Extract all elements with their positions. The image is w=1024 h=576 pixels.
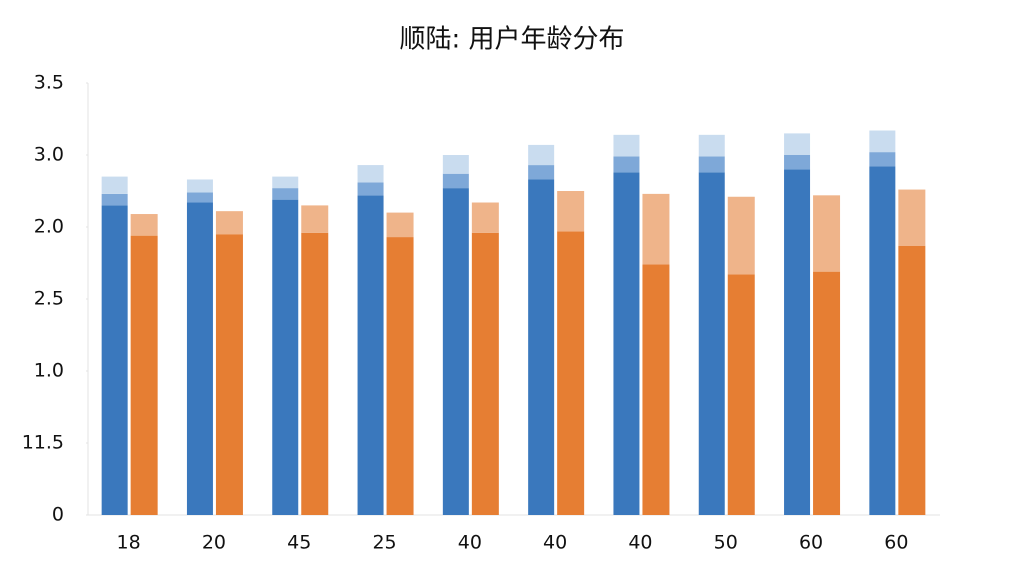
bar-segment xyxy=(528,179,555,516)
x-tick-label: 60 xyxy=(884,532,908,554)
x-tick-label: 60 xyxy=(799,532,823,554)
bar-segment xyxy=(698,156,725,173)
bar-segment xyxy=(557,231,585,515)
y-tick-label: 2.0 xyxy=(34,216,64,238)
y-tick-label: 11.5 xyxy=(22,432,64,454)
bar-segment xyxy=(130,235,158,515)
bar-segment xyxy=(272,199,299,515)
bar-segment xyxy=(869,152,896,167)
bar-segment xyxy=(557,191,585,232)
bar-segment xyxy=(727,196,755,275)
bar-segment xyxy=(642,264,670,515)
bar-segment xyxy=(186,179,213,193)
bar-segment xyxy=(301,205,329,233)
bar-segment xyxy=(727,274,755,515)
bar-segment xyxy=(898,189,926,246)
bar-segment xyxy=(357,195,384,515)
bar-segment xyxy=(357,165,384,183)
y-tick-label: 3.5 xyxy=(34,72,64,94)
x-tick-label: 20 xyxy=(202,532,226,554)
bar-segment xyxy=(869,166,896,515)
x-tick-label: 18 xyxy=(117,532,141,554)
x-tick-label: 50 xyxy=(714,532,738,554)
y-tick-label: 1.0 xyxy=(34,360,64,382)
bar-segment xyxy=(101,176,128,194)
bar-segment xyxy=(698,134,725,157)
bar-segment xyxy=(130,214,158,236)
bar-segment xyxy=(357,182,384,196)
bar-segment xyxy=(442,188,469,515)
bar-segment xyxy=(698,172,725,515)
bar-segment xyxy=(471,232,499,515)
bar-segment xyxy=(272,176,299,189)
bar-segment xyxy=(215,211,243,235)
x-tick-label: 45 xyxy=(287,532,311,554)
y-tick-label: 3.0 xyxy=(34,144,64,166)
chart-title: 顺陆: 用户年龄分布 xyxy=(399,25,624,55)
x-tick-label: 40 xyxy=(543,532,567,554)
y-tick-label: 2.5 xyxy=(34,288,64,310)
bar-segment xyxy=(386,237,414,515)
bar-segment xyxy=(784,133,811,155)
bar-segment xyxy=(272,188,299,200)
bar-segment xyxy=(784,155,811,170)
bar-segment xyxy=(386,212,414,238)
bar-segment xyxy=(898,245,926,515)
x-tick-label: 25 xyxy=(372,532,396,554)
bar-segment xyxy=(215,234,243,515)
bar-segment xyxy=(528,165,555,180)
bar-segment xyxy=(442,155,469,174)
bar-segment xyxy=(784,169,811,515)
bar-segment xyxy=(101,205,128,515)
x-tick-label: 40 xyxy=(458,532,482,554)
y-tick-label: 0 xyxy=(52,504,64,526)
bar-segment xyxy=(528,144,555,166)
bar-segment xyxy=(613,156,640,173)
bar-segment xyxy=(613,172,640,515)
bar-segment xyxy=(813,271,841,515)
bar-segment xyxy=(642,193,670,265)
bar-segment xyxy=(613,134,640,157)
bar-segment xyxy=(301,232,329,515)
bar-segment xyxy=(101,193,128,206)
x-tick-label: 40 xyxy=(628,532,652,554)
bar-segment xyxy=(186,202,213,515)
bar-segment xyxy=(186,192,213,203)
bar-segment xyxy=(869,130,896,153)
bar-segment xyxy=(813,195,841,272)
bar-segment xyxy=(442,173,469,189)
bar-segment xyxy=(471,202,499,233)
